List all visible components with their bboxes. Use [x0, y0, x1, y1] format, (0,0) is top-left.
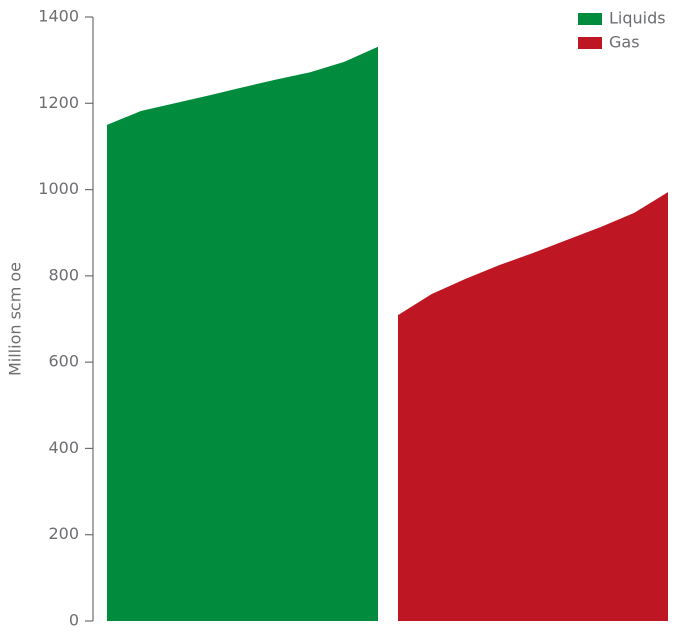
legend-label: Liquids: [609, 9, 666, 28]
y-tick-label: 600: [48, 352, 79, 371]
y-tick-label: 1400: [38, 7, 79, 26]
y-tick-label: 400: [48, 438, 79, 457]
legend-swatch: [578, 37, 602, 49]
legend-label: Gas: [609, 33, 640, 52]
area: [398, 192, 668, 621]
legend-swatch: [578, 13, 602, 25]
y-tick-label: 800: [48, 265, 79, 284]
y-tick-label: 1000: [38, 179, 79, 198]
y-axis-label: Million scm oe: [6, 262, 25, 376]
y-tick-label: 200: [48, 524, 79, 543]
y-tick-label: 1200: [38, 93, 79, 112]
area: [107, 46, 378, 622]
y-tick-label: 0: [69, 611, 79, 630]
